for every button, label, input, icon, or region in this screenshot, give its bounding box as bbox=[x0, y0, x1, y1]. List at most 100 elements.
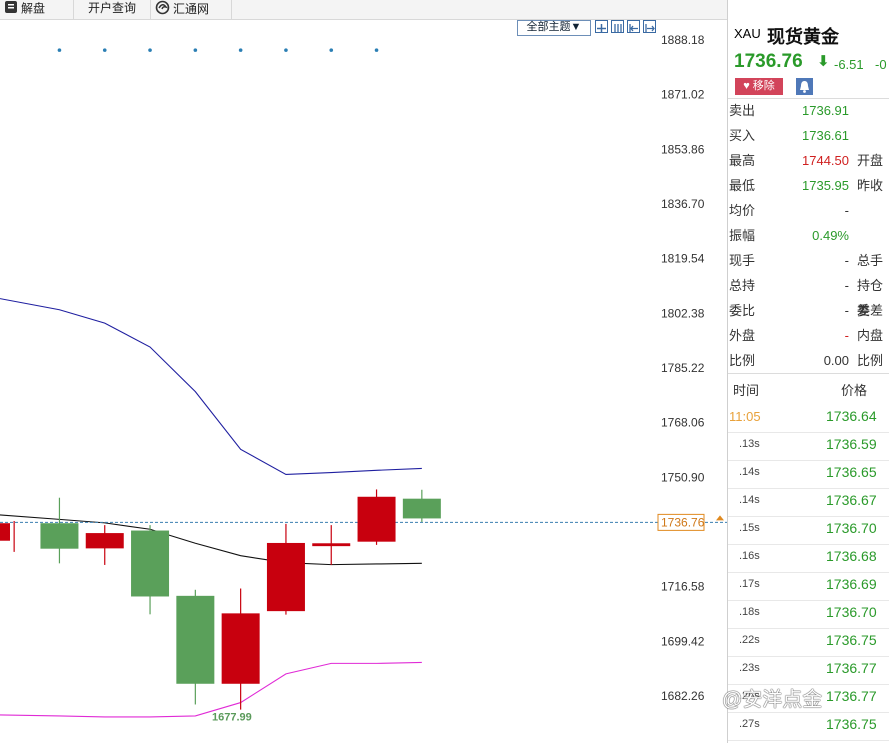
quote-row: 外盘 - 内盘 bbox=[728, 323, 889, 348]
middle-band-line bbox=[0, 514, 422, 566]
quote-key-secondary: 开盘 bbox=[857, 153, 884, 168]
trade-row: .17s 1736.69 bbox=[728, 572, 889, 601]
current-price-box bbox=[657, 513, 705, 531]
y-tick-label: 1716.58 bbox=[661, 580, 705, 594]
heart-icon: ♥ bbox=[743, 80, 750, 92]
y-tick-label: 1888.18 bbox=[661, 33, 705, 47]
grid-icon[interactable] bbox=[595, 20, 608, 33]
y-tick-label: 1802.38 bbox=[661, 306, 705, 320]
trade-time: .15s bbox=[739, 522, 760, 534]
quote-value: 1736.61 bbox=[802, 128, 849, 143]
trade-time: .22s bbox=[739, 634, 760, 646]
candle-body bbox=[176, 595, 215, 684]
remove-button[interactable]: ♥ 移除 bbox=[735, 78, 783, 95]
trade-time: .14s bbox=[739, 466, 760, 478]
trade-price: 1736.64 bbox=[826, 408, 877, 424]
top-toolbar: 解盘 开户查询 汇通网 bbox=[0, 0, 727, 20]
quote-key: 最低 bbox=[729, 178, 756, 193]
quote-row: 现手 - 总手 bbox=[728, 248, 889, 273]
tab-account-query[interactable]: 开户查询 bbox=[74, 0, 151, 19]
trade-time: .26s bbox=[739, 690, 760, 702]
quote-key: 现手 bbox=[729, 253, 756, 268]
trades-header-price: 价格 bbox=[841, 383, 868, 398]
quote-row: 最高 1744.50 开盘 bbox=[728, 148, 889, 173]
quote-value: - bbox=[844, 253, 849, 268]
quote-key-secondary: 内盘 bbox=[857, 328, 884, 343]
y-tick-label: 1836.70 bbox=[661, 197, 705, 211]
last-price: 1736.76 bbox=[734, 51, 803, 72]
symbol-code: XAU bbox=[734, 26, 761, 41]
quote-panel: XAU 现货黄金 1736.76 ⬇ -6.51 -0 ♥ 移除 卖出 1736.… bbox=[727, 0, 889, 743]
quote-key: 买入 bbox=[729, 128, 756, 143]
tab-jiepan[interactable]: 解盘 bbox=[0, 0, 74, 19]
quote-value: 1744.50 bbox=[802, 153, 849, 168]
quote-value: 1736.91 bbox=[802, 103, 849, 118]
trade-row: .23s 1736.77 bbox=[728, 656, 889, 685]
trade-price: 1736.75 bbox=[826, 716, 877, 732]
quote-key: 委比 bbox=[729, 303, 756, 318]
trade-time: .23s bbox=[739, 662, 760, 674]
quote-value: 1735.95 bbox=[802, 178, 849, 193]
trade-row: .16s 1736.68 bbox=[728, 544, 889, 573]
trade-price: 1736.65 bbox=[826, 464, 877, 480]
quote-value: 0.00 bbox=[823, 353, 849, 368]
trade-price: 1736.77 bbox=[826, 660, 877, 676]
quote-key-secondary: 比例 bbox=[857, 353, 884, 368]
trade-price: 1736.77 bbox=[826, 688, 877, 704]
quote-key: 振幅 bbox=[729, 228, 756, 243]
quote-value: - bbox=[844, 203, 849, 218]
trade-row: .15s 1736.70 bbox=[728, 516, 889, 545]
book-icon bbox=[4, 0, 18, 19]
trade-price: 1736.75 bbox=[826, 632, 877, 648]
price-up-arrow-icon bbox=[716, 515, 724, 521]
chart-left-icon[interactable] bbox=[627, 20, 640, 33]
y-tick-label: 1750.90 bbox=[661, 470, 705, 484]
price-change-pct: -0 bbox=[875, 57, 887, 72]
quote-row: 振幅 0.49% bbox=[728, 223, 889, 248]
candlestick-chart[interactable]: 1888.18 1871.02 1853.86 1836.70 1819.54 1802.… bbox=[0, 20, 727, 743]
quote-key: 总持 bbox=[729, 278, 756, 293]
trade-row: .26s 1736.77 bbox=[728, 684, 889, 713]
price-change: -6.51 bbox=[834, 57, 864, 72]
y-tick-label: 1699.42 bbox=[661, 634, 705, 648]
trade-time: .17s bbox=[739, 578, 760, 590]
theme-select[interactable]: 全部主题▼ bbox=[517, 20, 591, 36]
quote-key-secondary: 委差 bbox=[857, 303, 884, 318]
remove-label: 移除 bbox=[752, 80, 775, 92]
quote-row: 总持 - 持仓差 bbox=[728, 273, 889, 318]
y-tick-label: 1871.02 bbox=[661, 88, 705, 102]
trade-price: 1736.70 bbox=[826, 604, 877, 620]
quote-row: 比例 0.00 比例 bbox=[728, 348, 889, 373]
quote-key: 卖出 bbox=[729, 103, 756, 118]
y-tick-label: 1853.86 bbox=[661, 142, 705, 156]
quote-row: 最低 1735.95 昨收 bbox=[728, 173, 889, 198]
candle-body bbox=[357, 496, 396, 542]
quote-key-secondary: 昨收 bbox=[857, 178, 884, 193]
top-marker-dot bbox=[148, 48, 152, 52]
trade-time: .13s bbox=[739, 438, 760, 450]
symbol-name: 现货黄金 bbox=[767, 27, 839, 47]
trade-time: .16s bbox=[739, 550, 760, 562]
y-tick-label: 1682.26 bbox=[661, 689, 705, 703]
tab-jiepan-label: 解盘 bbox=[21, 1, 46, 16]
upper-band-line bbox=[0, 298, 422, 476]
top-marker-dot bbox=[57, 48, 62, 52]
quote-value: - bbox=[844, 328, 849, 343]
candle-body bbox=[40, 523, 79, 549]
bell-icon[interactable] bbox=[796, 78, 813, 95]
candle-body bbox=[221, 613, 260, 684]
quote-value: 0.49% bbox=[812, 228, 849, 243]
watermark: @安洋点金 bbox=[722, 689, 823, 711]
candle-body bbox=[0, 523, 10, 541]
tab-fx678[interactable]: 汇通网 bbox=[151, 0, 232, 19]
quote-value: - bbox=[844, 278, 849, 293]
chart-right-icon[interactable] bbox=[643, 20, 656, 33]
trade-row: .14s 1736.65 bbox=[728, 460, 889, 489]
trade-price: 1736.68 bbox=[826, 548, 877, 564]
top-marker-dot bbox=[238, 48, 243, 52]
columns-icon[interactable] bbox=[611, 20, 624, 33]
trade-price: 1736.70 bbox=[826, 520, 877, 536]
trade-row: 11:05 1736.64 bbox=[728, 404, 889, 433]
divider bbox=[728, 98, 889, 99]
y-tick-label: 1785.22 bbox=[661, 361, 705, 375]
